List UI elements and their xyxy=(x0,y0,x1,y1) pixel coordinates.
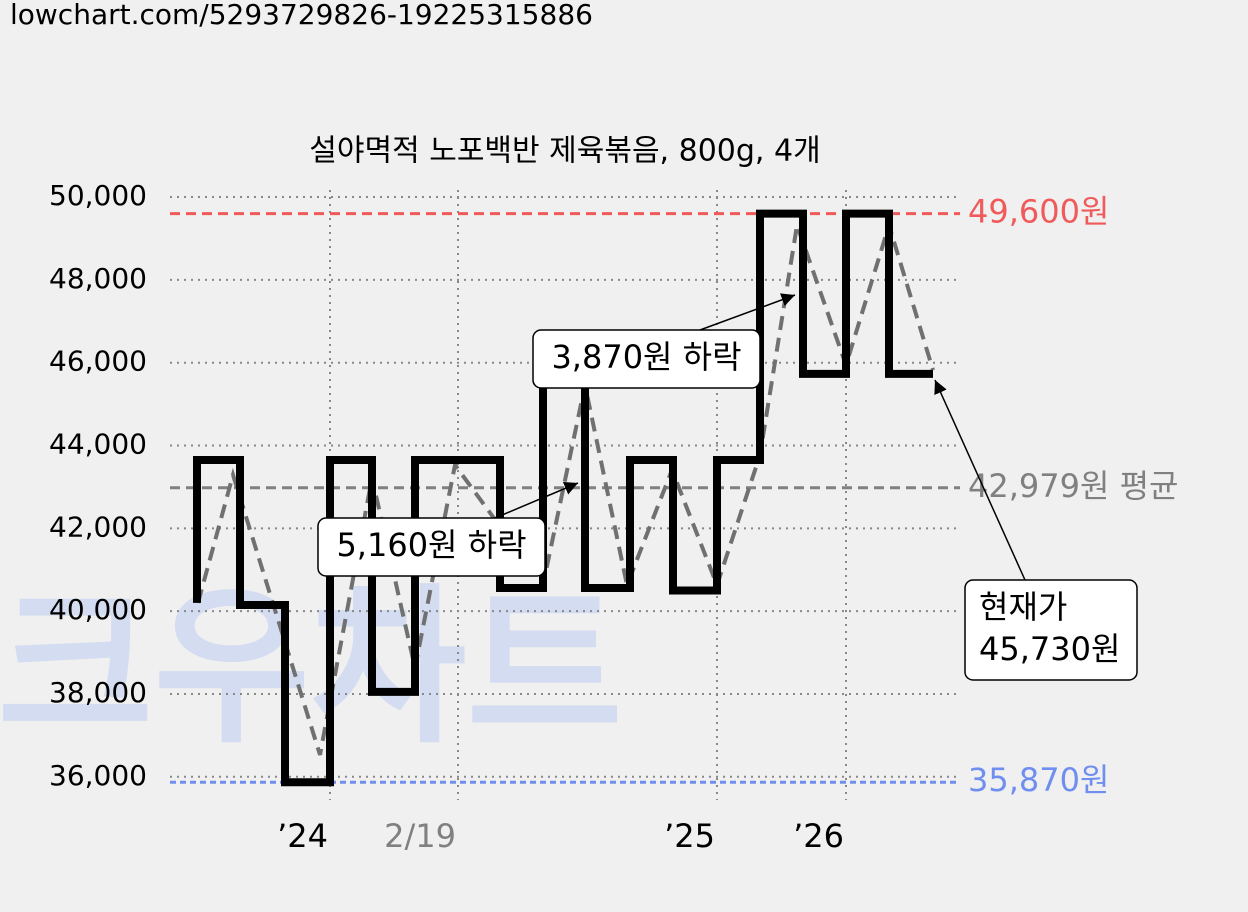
annotation-text: 45,730원 xyxy=(979,630,1120,668)
x-tick-label: ’25 xyxy=(664,817,715,855)
annotation-arrow xyxy=(494,482,579,519)
watermark: 크우차트 xyxy=(0,569,623,767)
source-url: lowchart.com/5293729826-19225315886 xyxy=(10,0,593,31)
y-tick-label: 46,000 xyxy=(49,345,147,378)
annotation-text: 3,870원 하락 xyxy=(551,338,741,376)
annotation-box xyxy=(317,517,546,577)
annotation-text: 5,160원 하락 xyxy=(336,526,526,564)
reference-label: 35,870원 xyxy=(968,761,1109,799)
y-tick-label: 42,000 xyxy=(49,510,147,543)
y-tick-label: 40,000 xyxy=(49,593,147,626)
y-tick-label: 48,000 xyxy=(49,262,147,295)
x-tick-label: ’26 xyxy=(793,817,844,855)
reference-label: 42,979원 평균 xyxy=(968,467,1178,505)
annotation-box xyxy=(532,329,761,389)
y-tick-label: 44,000 xyxy=(49,428,147,461)
reference-label: 49,600원 xyxy=(968,193,1109,231)
chart-title: 설야멱적 노포백반 제육볶음, 800g, 4개 xyxy=(309,134,820,169)
y-tick-label: 36,000 xyxy=(49,759,147,792)
y-tick-label: 50,000 xyxy=(49,179,147,212)
annotation-text: 현재가 xyxy=(979,588,1067,626)
series-line xyxy=(196,218,935,756)
x-tick-label: 2/19 xyxy=(384,817,456,855)
annotation-box xyxy=(964,579,1138,681)
y-tick-label: 38,000 xyxy=(49,676,147,709)
annotation-arrow xyxy=(699,293,796,331)
annotation-arrow xyxy=(934,379,1026,581)
x-tick-label: ’24 xyxy=(277,817,328,855)
